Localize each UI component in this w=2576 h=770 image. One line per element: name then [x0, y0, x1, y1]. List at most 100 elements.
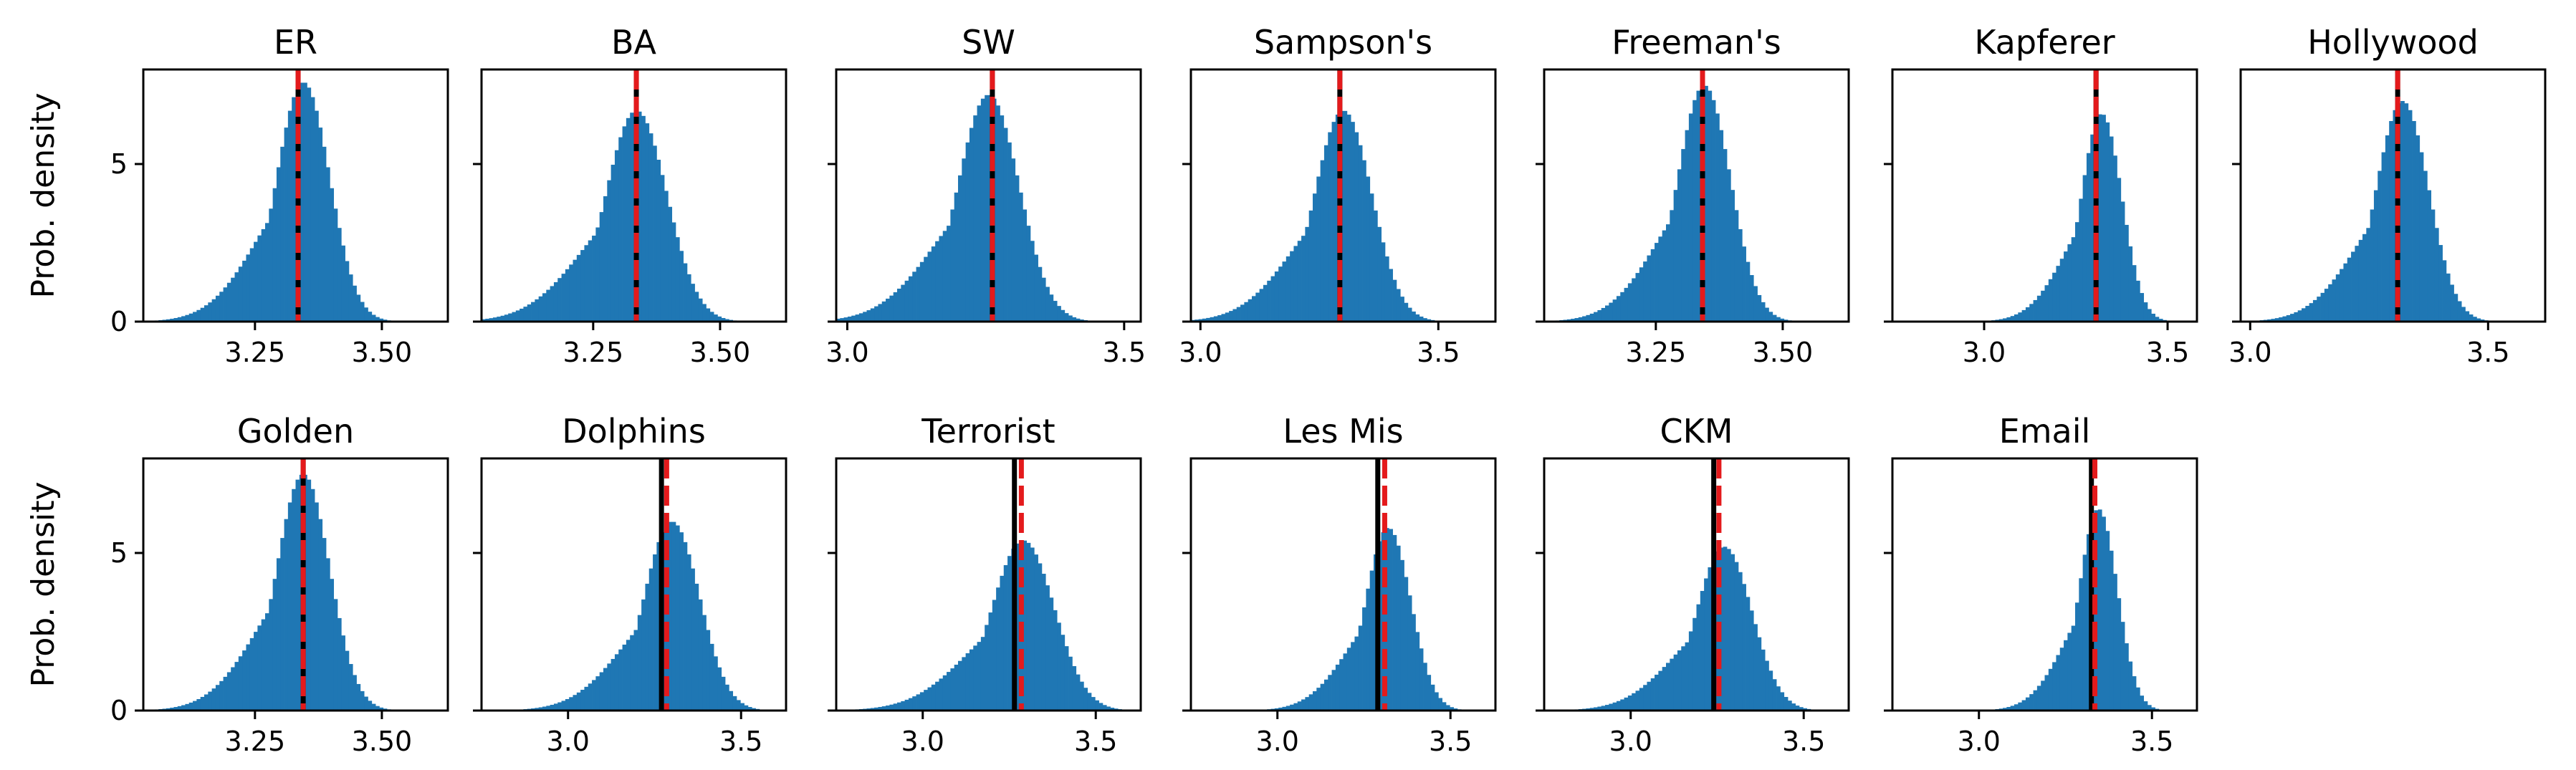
histogram-bar [1232, 309, 1237, 322]
histogram-bar [1780, 318, 1785, 322]
histogram-bar [269, 599, 274, 711]
histogram-bar [1566, 319, 1571, 322]
histogram-bar [1404, 302, 1409, 322]
histogram-bar [2282, 316, 2287, 322]
histogram-bar [337, 617, 342, 711]
histogram-bar [1746, 261, 1751, 322]
subplot-freeman-s: Freeman's 3.25 3.50 [1536, 23, 1850, 368]
histogram-bar [1407, 595, 1412, 711]
histogram-bar [1586, 708, 1591, 711]
histogram-bar [1389, 269, 1393, 322]
x-tick-label: 3.5 [2466, 337, 2509, 368]
histogram-bar [1080, 681, 1084, 711]
histogram-bar [1072, 317, 1077, 322]
histogram-bar [1688, 113, 1693, 322]
histogram-bar [992, 600, 997, 711]
histogram-bar [2140, 293, 2145, 322]
histogram-bar [1776, 686, 1781, 711]
histogram-bar [927, 251, 932, 322]
histogram-bar [254, 632, 258, 711]
histogram-bar [1643, 685, 1647, 711]
histogram-bar [1639, 688, 1644, 711]
histogram-bar [870, 308, 875, 322]
subplot-title: Kapferer [1974, 23, 2115, 62]
histogram-bar [683, 542, 688, 711]
histogram-bar [729, 690, 734, 711]
histogram-bar [200, 307, 205, 322]
histogram-bar [1998, 319, 2003, 322]
histogram-bar [886, 705, 890, 711]
histogram-bar [2373, 190, 2378, 322]
histogram-bar [1738, 572, 1743, 711]
histogram-bar [1632, 278, 1636, 322]
histogram-bar [881, 706, 886, 711]
histogram-bar [1076, 674, 1081, 711]
histogram-bar [648, 568, 653, 711]
x-tick-label: 3.50 [1753, 337, 1814, 368]
histogram-bar [1685, 130, 1690, 322]
histogram-bar [668, 521, 673, 711]
histogram-bar [1106, 706, 1111, 711]
axes-frame [142, 457, 449, 712]
histogram-bar [980, 98, 985, 322]
histogram-bar [939, 678, 944, 711]
histogram-bar [1597, 706, 1602, 711]
histogram-bar [988, 612, 993, 711]
histogram-bar [683, 263, 688, 322]
histogram-bar [580, 250, 585, 322]
axes-frame [1891, 68, 2198, 323]
histogram-bar [1776, 317, 1781, 322]
x-tick-label: 3.0 [547, 726, 590, 757]
x-tick-label: 3.50 [690, 337, 751, 368]
histogram-bar [908, 276, 913, 322]
histogram-bar [1351, 642, 1355, 711]
histogram-bar [592, 235, 596, 322]
histogram-bar [322, 538, 327, 711]
histogram-bar [645, 583, 650, 711]
histogram-bar [2438, 245, 2443, 322]
histogram-bar [675, 525, 680, 711]
histogram-bar [2465, 311, 2470, 322]
histogram-bar [2324, 289, 2329, 322]
histogram-bar [2362, 234, 2367, 322]
histogram-bar [942, 675, 947, 711]
histogram-bar [1685, 642, 1690, 711]
histogram-bar [1064, 313, 1069, 322]
histogram-bar [2128, 661, 2133, 711]
histogram-bar [1772, 314, 1777, 322]
histogram-bar [2113, 155, 2117, 322]
histogram-bar [1589, 313, 1594, 322]
histogram-bar [561, 701, 566, 711]
x-tick-label: 3.0 [2228, 337, 2271, 368]
histogram-bar [1000, 115, 1005, 322]
histogram-bar [736, 700, 741, 711]
histogram-bar [504, 314, 509, 322]
histogram-bar [2044, 285, 2049, 322]
histogram-bar [485, 318, 490, 322]
histogram-bar [1362, 607, 1366, 711]
histogram-bar [1616, 701, 1621, 711]
histogram-bar [2457, 301, 2462, 322]
histogram-bar [706, 308, 711, 322]
y-tick-label: 0 [110, 695, 128, 726]
histogram-bar [2136, 280, 2140, 322]
histogram-bar [569, 697, 573, 711]
histogram-bar [1670, 210, 1675, 322]
histogram-bar [1346, 115, 1351, 322]
histogram-bar [1404, 577, 1409, 711]
x-tick-label: 3.5 [2146, 337, 2189, 368]
histogram-bar [1110, 708, 1115, 711]
histogram-bar [1601, 706, 1606, 711]
histogram-bar [897, 288, 901, 322]
histogram-bar [935, 241, 939, 322]
histogram-bar [2071, 237, 2076, 322]
histogram-bar [2079, 578, 2084, 711]
histogram-bar [2450, 284, 2454, 322]
histogram-bar [1381, 532, 1386, 711]
histogram-bar [641, 599, 646, 711]
histogram-bar [1270, 276, 1275, 322]
histogram-bar [2267, 319, 2271, 322]
histogram-bar [671, 521, 676, 711]
histogram-bar [272, 188, 277, 322]
histogram-bar [2461, 307, 2466, 322]
